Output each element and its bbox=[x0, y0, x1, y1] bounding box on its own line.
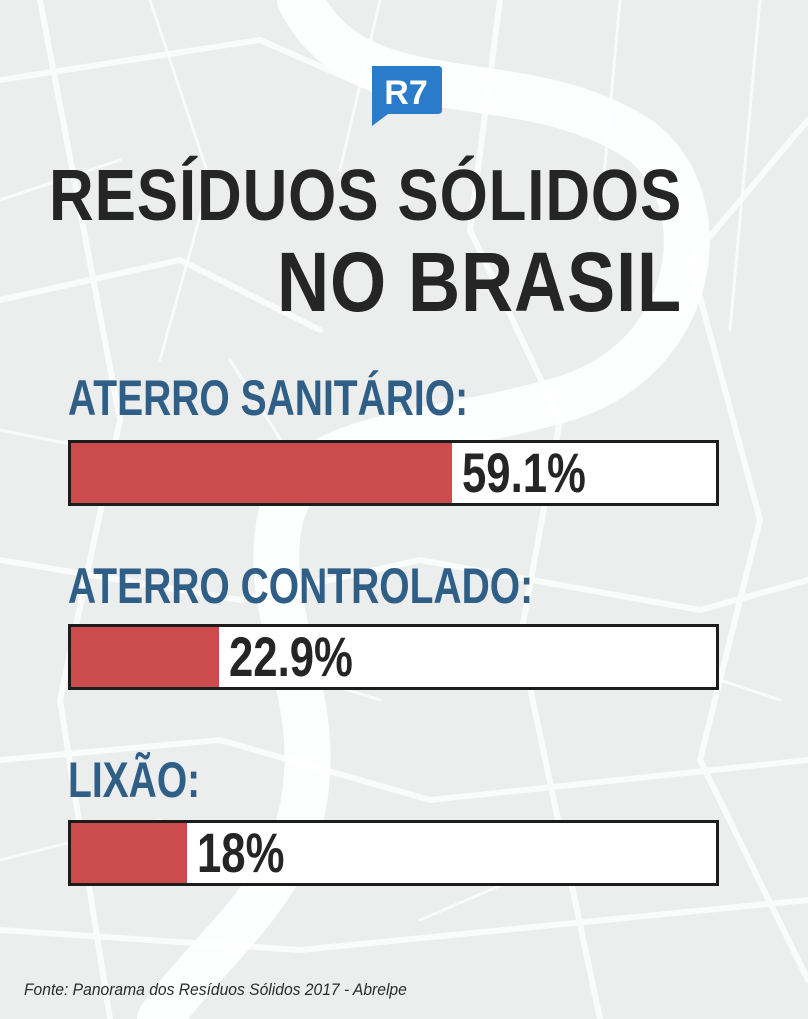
bar bbox=[71, 823, 187, 883]
source-note: Fonte: Panorama dos Resíduos Sólidos 201… bbox=[24, 980, 407, 999]
title-line-1: Resíduos Sólidos bbox=[48, 156, 682, 236]
title-line-2: no Brasil bbox=[276, 235, 682, 329]
category-label: Lixão: bbox=[68, 752, 201, 808]
bar-value-label: 22.9% bbox=[229, 625, 353, 688]
category-label: Aterro sanitário: bbox=[68, 370, 469, 426]
bar-value-label: 59.1% bbox=[462, 441, 586, 504]
r7-logo: R7 bbox=[372, 66, 442, 126]
bar-track: 59.1% bbox=[68, 440, 719, 506]
category-label: Aterro controlado: bbox=[68, 558, 534, 614]
bar bbox=[71, 627, 219, 687]
bar-value-label: 18% bbox=[197, 821, 285, 884]
logo-text: R7 bbox=[384, 74, 427, 112]
bar bbox=[71, 443, 452, 503]
bar-track: 18% bbox=[68, 820, 719, 886]
bar-track: 22.9% bbox=[68, 624, 719, 690]
